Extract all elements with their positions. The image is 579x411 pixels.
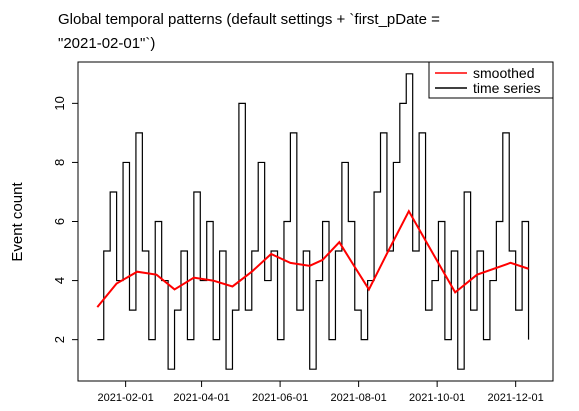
x-tick-label: 2021-02-01 — [97, 392, 153, 404]
chart-title: "2021-02-01"`) — [58, 35, 155, 52]
y-tick-label: 2 — [52, 336, 67, 343]
x-tick-label: 2021-12-01 — [488, 392, 544, 404]
x-tick-label: 2021-04-01 — [173, 392, 229, 404]
x-tick-label: 2021-06-01 — [252, 392, 308, 404]
time-series-line — [97, 73, 530, 370]
x-tick-label: 2021-10-01 — [409, 392, 465, 404]
legend-label: time series — [473, 80, 541, 96]
legend-box — [428, 61, 554, 99]
y-tick-label: 8 — [52, 159, 67, 166]
smoothed-line — [96, 209, 529, 308]
y-axis-label: Event count — [9, 182, 26, 262]
y-tick-label: 4 — [52, 277, 67, 284]
y-tick-label: 10 — [52, 96, 67, 110]
x-tick-label: 2021-08-01 — [330, 392, 386, 404]
y-tick-label: 6 — [52, 218, 67, 225]
legend-label: smoothed — [473, 65, 534, 81]
chart-title: Global temporal patterns (default settin… — [58, 11, 440, 28]
